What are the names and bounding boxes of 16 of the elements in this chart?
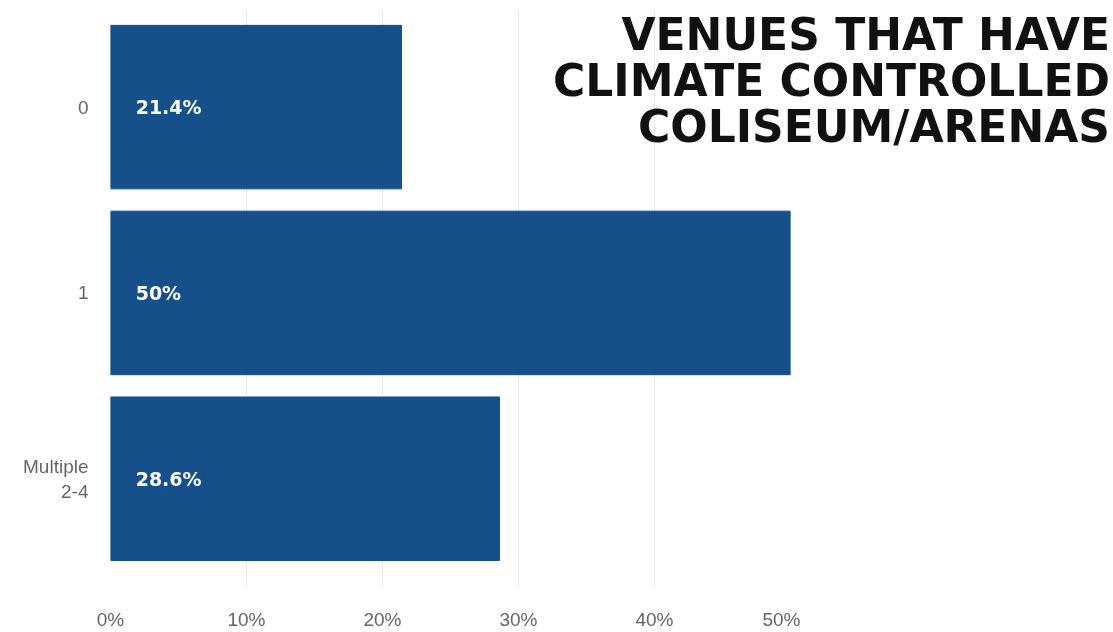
- text: VENUES THAT HAVE CLIMATE CONTROLLED COLISEUM/ARENAS: [553, 9, 1110, 153]
- x-tick-label: 10%: [227, 608, 266, 630]
- y-tick-label: Multiple 2-4: [23, 455, 89, 502]
- data-label: 21.4%: [135, 96, 202, 119]
- x-tick-label: 0%: [96, 608, 125, 630]
- x-tick-label: 50%: [762, 608, 801, 630]
- bar: [110, 396, 500, 561]
- data-label: 50%: [135, 281, 182, 304]
- x-tick-label: 30%: [499, 608, 538, 630]
- y-tick-label: 0: [77, 96, 89, 118]
- bar: [110, 210, 791, 376]
- bar: [110, 24, 403, 190]
- x-tick-label: 40%: [635, 608, 674, 630]
- x-tick-label: 20%: [363, 608, 402, 630]
- data-label: 28.6%: [135, 467, 202, 490]
- y-tick-label: 1: [77, 282, 89, 304]
